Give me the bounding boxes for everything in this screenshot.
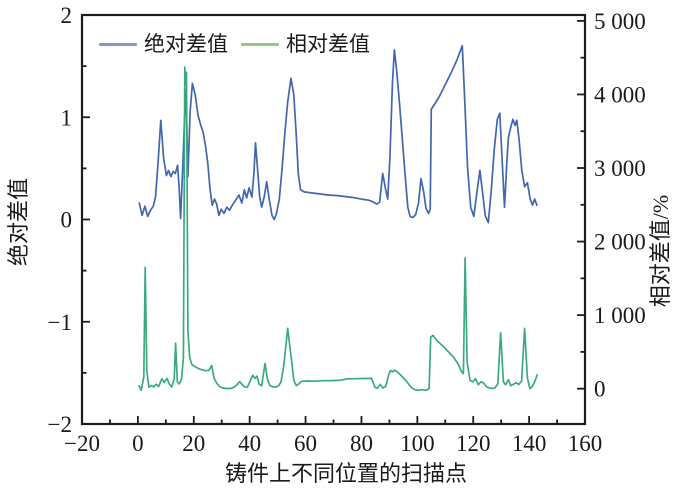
legend-label-absolute: 绝对差值 [144,32,228,56]
relative-difference-line [138,66,539,392]
y-right-tick-label: 5 000 [594,9,646,34]
legend-line-swatch-relative [241,42,279,46]
x-tick-label: 80 [350,431,373,456]
y-left-tick-label: −2 [48,412,72,437]
legend-item-relative: 相对差值 [241,33,370,55]
x-tick-label: 20 [182,431,205,456]
x-tick-label: −20 [64,431,100,456]
legend: 绝对差值 相对差值 [99,33,370,55]
y-left-tick-label: 2 [61,3,73,28]
x-axis-title: 铸件上不同位置的扫描点 [225,461,467,486]
right-axis-title: 相对差值/% [648,195,673,307]
y-right-tick-label: 0 [594,377,606,402]
y-right-tick-label: 1 000 [594,303,646,328]
x-tick-label: 120 [456,431,491,456]
y-left-tick-label: 0 [61,208,73,233]
x-tick-label: 140 [512,431,547,456]
x-tick-label: 40 [238,431,261,456]
y-right-tick-label: 4 000 [594,82,646,107]
y-left-tick-label: 1 [61,105,73,130]
absolute-difference-line [138,44,538,224]
left-axis-title: 绝对差值 [6,178,31,266]
plot-frame [80,13,587,426]
x-tick-label: 60 [294,431,317,456]
y-right-tick-label: 2 000 [594,230,646,255]
legend-line-swatch-absolute [99,42,137,46]
y-left-tick-label: −1 [48,310,72,335]
x-tick-label: 160 [568,431,603,456]
y-right-tick-label: 3 000 [594,156,646,181]
legend-item-absolute: 绝对差值 [99,33,228,55]
x-tick-label: 100 [400,431,435,456]
x-tick-label: 0 [132,431,144,456]
legend-label-relative: 相对差值 [286,32,370,56]
